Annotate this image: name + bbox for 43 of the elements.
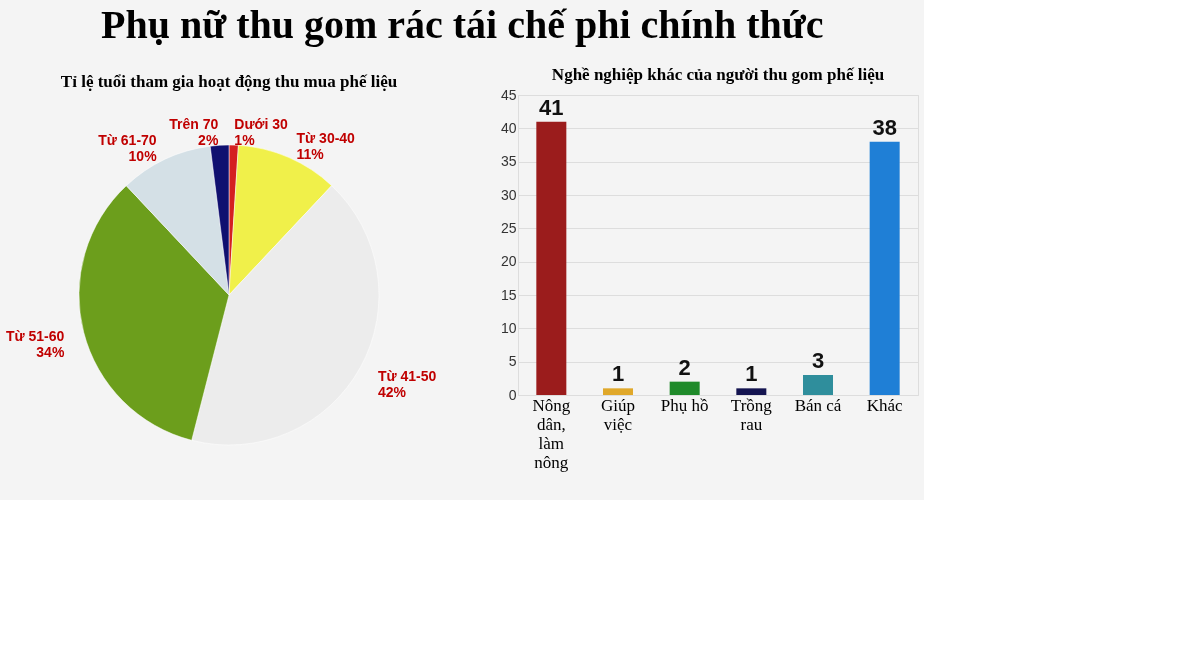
data-label: 41 (539, 94, 564, 120)
data-label: 1 (611, 361, 625, 387)
y-tick-label: 10 (500, 319, 517, 336)
x-tick-label: Giúp việc (601, 395, 635, 434)
y-tick-label: 40 (500, 119, 517, 136)
data-label: 10% (128, 148, 158, 165)
y-tick-label: 0 (508, 386, 517, 403)
data-label: 42% (377, 383, 407, 400)
slice-label: Từ 61-70 (98, 132, 157, 149)
bar (536, 121, 567, 395)
slice-label: Dưới 30 (234, 116, 289, 133)
data-label: 1% (234, 132, 256, 149)
chart-title: Nghề nghiệp khác của người thu gom phế liệu (551, 65, 885, 84)
x-tick-label: Bán cá (794, 395, 842, 415)
data-label: 2% (198, 132, 219, 149)
bar (803, 375, 833, 395)
data-label: 1 (745, 361, 758, 387)
bar (869, 141, 900, 395)
data-label: 11% (296, 145, 325, 162)
slice-label: Từ 41-50 (377, 367, 437, 384)
x-tick-label: Trồng rau (730, 395, 773, 434)
x-tick-label: Phụ hồ (660, 395, 709, 415)
data-label: 34% (36, 344, 65, 361)
text: Phụ nữ thu gom rác tái chế phi chính thức (100, 1, 824, 47)
data-label: 2 (678, 354, 691, 380)
bar (669, 381, 700, 395)
x-tick-label: Khác (866, 395, 904, 415)
y-tick-label: 25 (500, 219, 517, 236)
x-tick-label: Nông dân, làm nông (532, 395, 571, 472)
slice-label: Từ 30-40 (296, 129, 356, 146)
bar (603, 388, 633, 395)
data-label: 38 (872, 114, 897, 140)
y-tick-label: 30 (500, 186, 517, 203)
bar (736, 388, 767, 395)
chart-title: Tỉ lệ tuổi tham gia hoạt động thu mua phế liệu (60, 72, 398, 91)
y-tick-label: 20 (500, 253, 517, 270)
y-tick-label: 45 (500, 86, 517, 103)
slice-label: Từ 51-60 (5, 328, 65, 345)
y-tick-label: 35 (500, 153, 517, 170)
slice-label: Trên 70 (169, 116, 219, 133)
y-tick-label: 15 (500, 286, 517, 303)
y-tick-label: 5 (508, 353, 517, 370)
data-label: 3 (811, 348, 825, 373)
